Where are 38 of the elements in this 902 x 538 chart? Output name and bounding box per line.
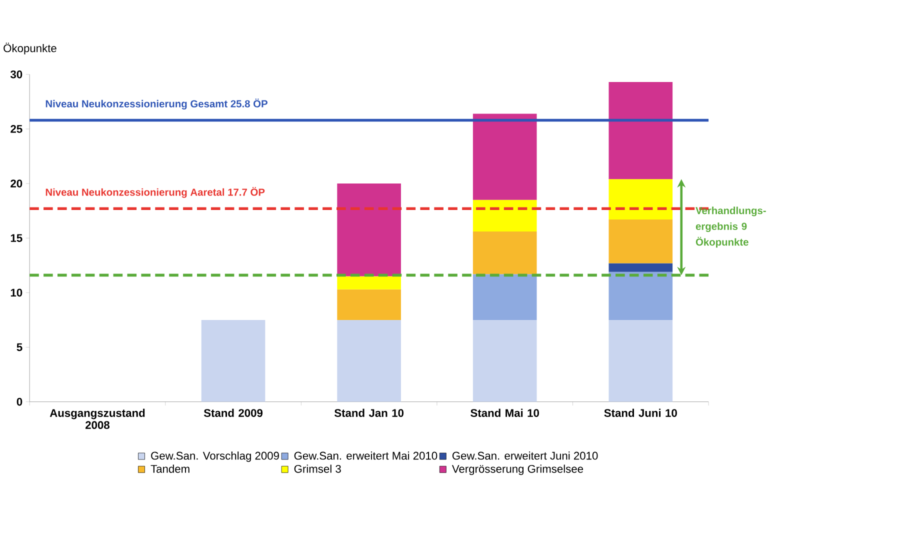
ref-line-label: Niveau Neukonzessionierung Aaretal 17.7 ÖP <box>46 187 265 198</box>
legend-label: Grimsel 3 <box>294 464 341 474</box>
legend-label: Vergrösserung Grimselsee <box>452 464 584 476</box>
legend-label: Gew.San. Vorschlag 2009 <box>151 452 279 462</box>
bar <box>337 184 401 276</box>
bar <box>608 320 673 402</box>
y-axis-title: Ökopunkte <box>4 42 56 55</box>
bar <box>608 82 673 180</box>
x-tick-label: Stand Mai 10 <box>470 408 539 418</box>
bar <box>472 232 537 274</box>
y-tick-label: 30 <box>10 70 22 79</box>
x-tick-label: Stand Jan 10 <box>334 408 404 418</box>
bar <box>608 179 673 220</box>
bar <box>472 320 537 402</box>
legend-label: Gew.San. erweitert Mai 2010 <box>294 452 438 460</box>
ref-line-label: Niveau Neukonzessionierung Gesamt 25.8 ÖP <box>46 98 268 110</box>
legend-label: Gew.San. erweitert Juni 2010 <box>452 452 598 460</box>
bar <box>472 114 537 200</box>
x-tick-label: Stand Juni 10 <box>604 408 677 418</box>
y-tick-label: 15 <box>10 234 22 242</box>
bar <box>337 320 401 402</box>
y-tick-label: 20 <box>10 180 22 188</box>
bar <box>201 320 266 402</box>
y-tick-label: 10 <box>10 288 22 297</box>
bar <box>337 290 401 320</box>
x-tick-label: Ausgangszustand 2008 <box>50 408 145 430</box>
bar <box>472 200 537 232</box>
bar <box>472 274 537 320</box>
y-tick-label: 25 <box>10 125 22 134</box>
legend-label: Tandem <box>150 464 190 474</box>
bar <box>337 276 401 290</box>
bar <box>608 220 673 264</box>
y-tick-label: 5 <box>16 344 22 352</box>
y-tick-label: 0 <box>16 398 22 406</box>
annotation: Verhandlungs-ergebnis 9 Ökopunkte <box>696 206 766 248</box>
bar <box>608 263 673 272</box>
bar <box>608 272 673 320</box>
x-tick-label: Stand 2009 <box>204 408 263 418</box>
